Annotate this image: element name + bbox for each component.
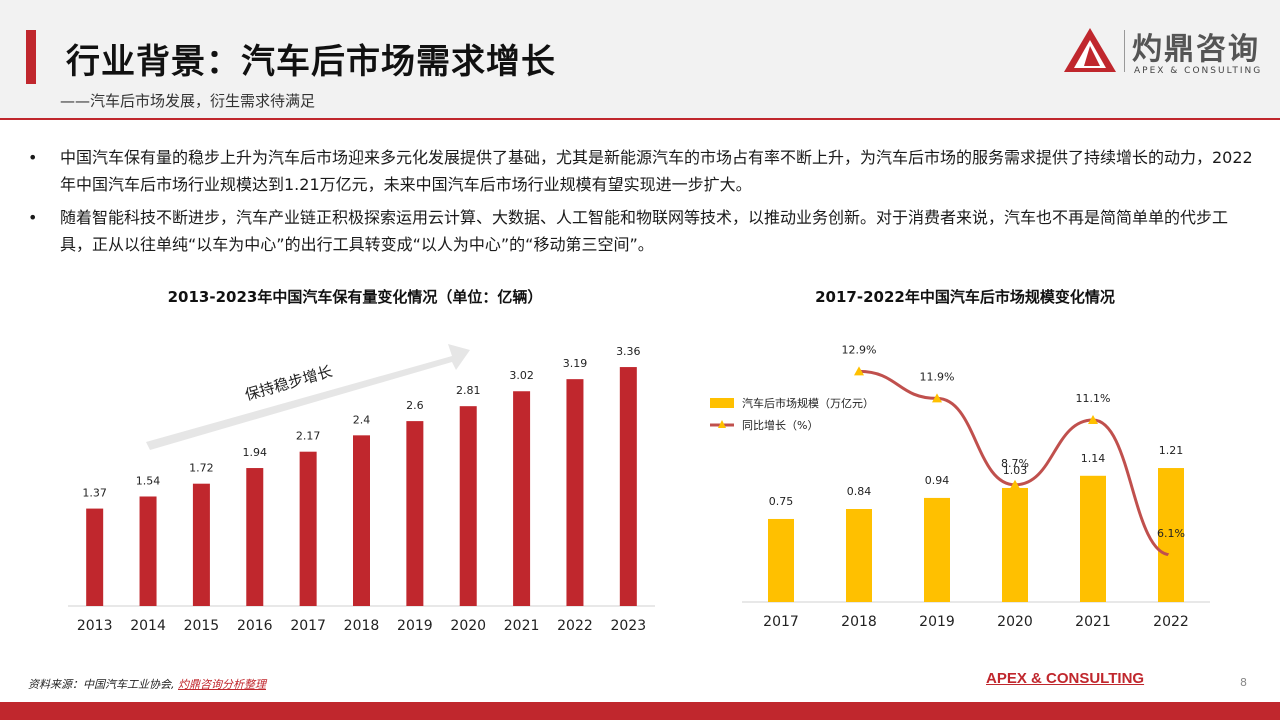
header-band [0, 0, 1280, 120]
bar [139, 496, 157, 606]
bullet-text: 随着智能科技不断进步，汽车产业链正积极探索运用云计算、大数据、人工智能和物联网等… [60, 208, 1229, 254]
line-marker [1166, 550, 1176, 559]
data-label: 1.94 [243, 446, 267, 459]
trend-arrow [146, 344, 470, 450]
line-data-label: 12.9% [842, 343, 877, 356]
data-label: 2.4 [353, 413, 371, 426]
source-prefix: 资料来源：中国汽车工业协会, [28, 678, 175, 691]
data-label: 3.19 [563, 357, 588, 370]
bar [566, 379, 584, 606]
line-data-label: 11.9% [920, 370, 955, 383]
logo-name: 灼鼎咨询 [1132, 32, 1260, 67]
bar [353, 435, 370, 606]
data-label: 1.14 [1081, 452, 1106, 465]
bar [846, 509, 872, 602]
bar [299, 451, 317, 606]
bar [1158, 468, 1184, 602]
data-label: 0.94 [925, 474, 950, 487]
company-logo: 灼鼎咨询 APEX & CONSULTING [1062, 26, 1262, 78]
bottom-bar [0, 702, 1280, 720]
x-tick-label: 2019 [919, 614, 955, 630]
footer-brand: APEX & CONSULTING [986, 670, 1145, 687]
title-accent-bar [26, 30, 36, 84]
data-label: 3.36 [616, 345, 641, 358]
bullet-text: 中国汽车保有量的稳步上升为汽车后市场迎来多元化发展提供了基础，尤其是新能源汽车的… [60, 148, 1253, 194]
logo-triangle-icon [1064, 28, 1116, 72]
chart1-title: 2013-2023年中国汽车保有量变化情况（单位：亿辆） [167, 288, 543, 306]
line-data-label: 6.1% [1157, 527, 1185, 540]
bullet-item: • 中国汽车保有量的稳步上升为汽车后市场迎来多元化发展提供了基础，尤其是新能源汽… [24, 144, 1254, 198]
bar [619, 367, 637, 606]
x-tick-label: 2020 [997, 614, 1033, 630]
source-note: 资料来源：中国汽车工业协会, 灼鼎咨询分析整理 [28, 676, 266, 692]
x-tick-label: 2013 [77, 618, 113, 634]
bar [246, 468, 264, 606]
data-label: 2.81 [456, 384, 481, 397]
page-title: 行业背景：汽车后市场需求增长 [66, 42, 556, 82]
bullet-item: • 随着智能科技不断进步，汽车产业链正积极探索运用云计算、大数据、人工智能和物联… [24, 204, 1254, 258]
line-data-label: 11.1% [1076, 392, 1111, 405]
data-label: 1.03 [1003, 464, 1028, 477]
logo-english: APEX & CONSULTING [1134, 66, 1263, 76]
x-tick-label: 2018 [344, 618, 380, 634]
source-highlight: 灼鼎咨询分析整理 [178, 678, 266, 691]
legend-label: 汽车后市场规模（万亿元） [742, 396, 874, 410]
data-label: 3.02 [509, 369, 534, 382]
line-marker [1088, 415, 1098, 424]
x-tick-label: 2022 [1153, 614, 1189, 630]
legend-marker [718, 420, 726, 428]
x-tick-label: 2014 [130, 618, 166, 634]
page-subtitle: ——汽车后市场发展，衍生需求待满足 [60, 92, 316, 110]
x-tick-label: 2021 [504, 618, 540, 634]
data-label: 2.6 [406, 399, 424, 412]
data-label: 2.17 [296, 430, 321, 443]
data-label: 0.75 [769, 495, 794, 508]
x-tick-label: 2015 [184, 618, 220, 634]
page-number: 8 [1240, 676, 1247, 689]
bar [192, 483, 210, 606]
line-data-label: 8.7% [1001, 457, 1029, 470]
chart2-legend: 汽车后市场规模（万亿元） 同比增长（%） [710, 396, 874, 432]
line-marker [932, 393, 942, 403]
data-label: 0.84 [847, 485, 872, 498]
line-marker [854, 366, 864, 376]
data-label: 1.72 [189, 462, 214, 475]
bar [924, 497, 950, 602]
data-label: 1.37 [82, 487, 107, 500]
bar [86, 508, 104, 606]
bullet-dot: • [28, 148, 38, 167]
growth-line [858, 369, 1172, 557]
aftermarket-size-chart: 0.75 2017 0.84 2018 0.94 2019 1.03 2020 1.14 2021… [710, 343, 1210, 630]
bar [513, 391, 531, 606]
logo-divider [1124, 30, 1125, 72]
data-label: 1.21 [1159, 444, 1184, 457]
x-tick-label: 2021 [1075, 614, 1111, 630]
bar [768, 518, 794, 602]
bullet-dot: • [28, 208, 38, 227]
bar [1002, 487, 1028, 602]
bar [459, 406, 477, 606]
legend-swatch-bar [710, 398, 734, 408]
bar [1080, 475, 1106, 602]
line-marker [1010, 479, 1020, 489]
x-tick-label: 2023 [610, 618, 646, 634]
bullet-list: • 中国汽车保有量的稳步上升为汽车后市场迎来多元化发展提供了基础，尤其是新能源汽… [24, 144, 1254, 264]
bar [406, 421, 424, 606]
data-label: 1.54 [136, 474, 161, 487]
x-tick-label: 2017 [763, 614, 799, 630]
x-tick-label: 2019 [397, 618, 433, 634]
x-tick-label: 2022 [557, 618, 593, 634]
legend-label: 同比增长（%） [742, 418, 818, 432]
x-tick-label: 2016 [237, 618, 273, 634]
x-tick-label: 2017 [290, 618, 326, 634]
x-tick-label: 2020 [450, 618, 486, 634]
chart2-title: 2017-2022年中国汽车后市场规模变化情况 [815, 288, 1115, 306]
vehicle-ownership-chart: 保持稳步增长1.3720131.5420141.7220151.9420162.… [68, 344, 655, 634]
x-tick-label: 2018 [841, 614, 877, 630]
